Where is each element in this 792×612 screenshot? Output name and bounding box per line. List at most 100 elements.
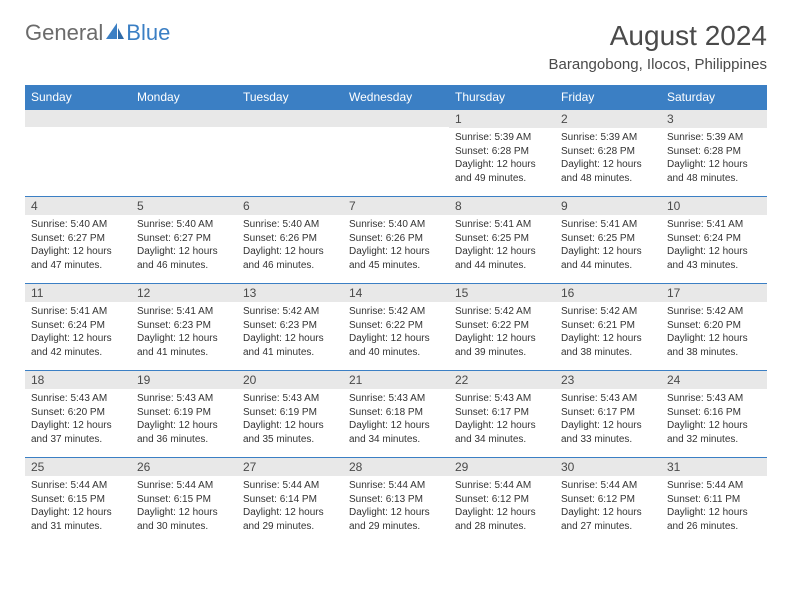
day-line: Sunset: 6:28 PM (455, 145, 549, 159)
day-line: Sunset: 6:26 PM (243, 232, 337, 246)
day-line: Sunrise: 5:43 AM (137, 392, 231, 406)
calendar-week-row: 4Sunrise: 5:40 AMSunset: 6:27 PMDaylight… (25, 197, 767, 284)
weekday-header: Monday (131, 85, 237, 110)
calendar-cell: 16Sunrise: 5:42 AMSunset: 6:21 PMDayligh… (555, 284, 661, 371)
day-line: and 27 minutes. (561, 520, 655, 534)
day-line: Daylight: 12 hours (31, 332, 125, 346)
day-line: Sunset: 6:28 PM (667, 145, 761, 159)
day-line: Sunrise: 5:40 AM (137, 218, 231, 232)
day-number: 7 (343, 197, 449, 215)
day-line: and 31 minutes. (31, 520, 125, 534)
weekday-header-row: SundayMondayTuesdayWednesdayThursdayFrid… (25, 85, 767, 110)
day-line: Daylight: 12 hours (137, 506, 231, 520)
day-content: Sunrise: 5:43 AMSunset: 6:19 PMDaylight:… (131, 389, 237, 450)
day-line: and 36 minutes. (137, 433, 231, 447)
day-line: Sunset: 6:22 PM (349, 319, 443, 333)
day-line: Sunrise: 5:41 AM (561, 218, 655, 232)
day-line: Sunrise: 5:40 AM (31, 218, 125, 232)
day-line: Daylight: 12 hours (667, 158, 761, 172)
day-line: Sunset: 6:18 PM (349, 406, 443, 420)
day-line: and 41 minutes. (137, 346, 231, 360)
day-line: Sunrise: 5:44 AM (137, 479, 231, 493)
day-content: Sunrise: 5:44 AMSunset: 6:13 PMDaylight:… (343, 476, 449, 537)
day-line: Sunset: 6:11 PM (667, 493, 761, 507)
calendar-cell: 2Sunrise: 5:39 AMSunset: 6:28 PMDaylight… (555, 110, 661, 197)
calendar-cell (131, 110, 237, 197)
empty-day-header (131, 110, 237, 127)
calendar-table: SundayMondayTuesdayWednesdayThursdayFrid… (25, 85, 767, 544)
calendar-week-row: 1Sunrise: 5:39 AMSunset: 6:28 PMDaylight… (25, 110, 767, 197)
day-line: and 40 minutes. (349, 346, 443, 360)
weekday-header: Thursday (449, 85, 555, 110)
day-line: Daylight: 12 hours (243, 245, 337, 259)
day-number: 24 (661, 371, 767, 389)
day-line: and 39 minutes. (455, 346, 549, 360)
day-number: 15 (449, 284, 555, 302)
day-line: Sunset: 6:24 PM (667, 232, 761, 246)
day-number: 10 (661, 197, 767, 215)
day-line: Sunset: 6:24 PM (31, 319, 125, 333)
day-number: 16 (555, 284, 661, 302)
empty-day-header (237, 110, 343, 127)
calendar-cell (237, 110, 343, 197)
calendar-cell: 30Sunrise: 5:44 AMSunset: 6:12 PMDayligh… (555, 458, 661, 545)
calendar-week-row: 25Sunrise: 5:44 AMSunset: 6:15 PMDayligh… (25, 458, 767, 545)
day-line: Sunrise: 5:39 AM (455, 131, 549, 145)
day-line: Daylight: 12 hours (349, 245, 443, 259)
day-content: Sunrise: 5:43 AMSunset: 6:18 PMDaylight:… (343, 389, 449, 450)
day-line: Sunrise: 5:41 AM (455, 218, 549, 232)
day-content: Sunrise: 5:41 AMSunset: 6:25 PMDaylight:… (449, 215, 555, 276)
calendar-cell: 20Sunrise: 5:43 AMSunset: 6:19 PMDayligh… (237, 371, 343, 458)
day-number: 31 (661, 458, 767, 476)
day-line: Daylight: 12 hours (349, 419, 443, 433)
day-line: and 33 minutes. (561, 433, 655, 447)
day-line: Daylight: 12 hours (31, 506, 125, 520)
day-line: Daylight: 12 hours (455, 506, 549, 520)
calendar-cell: 5Sunrise: 5:40 AMSunset: 6:27 PMDaylight… (131, 197, 237, 284)
day-number: 19 (131, 371, 237, 389)
day-content: Sunrise: 5:44 AMSunset: 6:15 PMDaylight:… (25, 476, 131, 537)
day-number: 6 (237, 197, 343, 215)
day-line: Daylight: 12 hours (455, 158, 549, 172)
calendar-cell: 25Sunrise: 5:44 AMSunset: 6:15 PMDayligh… (25, 458, 131, 545)
day-line: Sunrise: 5:40 AM (243, 218, 337, 232)
day-line: Sunset: 6:25 PM (455, 232, 549, 246)
empty-day-header (343, 110, 449, 127)
day-content: Sunrise: 5:43 AMSunset: 6:20 PMDaylight:… (25, 389, 131, 450)
day-line: and 48 minutes. (561, 172, 655, 186)
day-content: Sunrise: 5:40 AMSunset: 6:26 PMDaylight:… (237, 215, 343, 276)
weekday-header: Sunday (25, 85, 131, 110)
day-content: Sunrise: 5:39 AMSunset: 6:28 PMDaylight:… (555, 128, 661, 189)
day-number: 20 (237, 371, 343, 389)
weekday-header: Friday (555, 85, 661, 110)
weekday-header: Wednesday (343, 85, 449, 110)
day-line: Daylight: 12 hours (349, 506, 443, 520)
calendar-cell: 17Sunrise: 5:42 AMSunset: 6:20 PMDayligh… (661, 284, 767, 371)
day-content: Sunrise: 5:39 AMSunset: 6:28 PMDaylight:… (449, 128, 555, 189)
day-line: Sunrise: 5:43 AM (455, 392, 549, 406)
day-line: Sunrise: 5:43 AM (349, 392, 443, 406)
day-line: and 29 minutes. (243, 520, 337, 534)
day-line: Sunset: 6:20 PM (31, 406, 125, 420)
day-line: Sunrise: 5:40 AM (349, 218, 443, 232)
day-line: Sunrise: 5:44 AM (561, 479, 655, 493)
calendar-cell: 19Sunrise: 5:43 AMSunset: 6:19 PMDayligh… (131, 371, 237, 458)
day-line: Sunrise: 5:39 AM (561, 131, 655, 145)
day-number: 12 (131, 284, 237, 302)
day-number: 5 (131, 197, 237, 215)
day-line: Sunset: 6:12 PM (561, 493, 655, 507)
day-line: Sunrise: 5:42 AM (243, 305, 337, 319)
day-line: and 42 minutes. (31, 346, 125, 360)
day-line: Daylight: 12 hours (667, 245, 761, 259)
day-number: 28 (343, 458, 449, 476)
header: General Blue August 2024 Barangobong, Il… (25, 20, 767, 73)
day-line: Sunset: 6:23 PM (137, 319, 231, 333)
day-line: and 38 minutes. (667, 346, 761, 360)
day-number: 23 (555, 371, 661, 389)
day-line: and 47 minutes. (31, 259, 125, 273)
calendar-cell: 27Sunrise: 5:44 AMSunset: 6:14 PMDayligh… (237, 458, 343, 545)
day-line: and 28 minutes. (455, 520, 549, 534)
day-content: Sunrise: 5:40 AMSunset: 6:27 PMDaylight:… (25, 215, 131, 276)
day-line: Daylight: 12 hours (667, 419, 761, 433)
day-line: Sunset: 6:13 PM (349, 493, 443, 507)
